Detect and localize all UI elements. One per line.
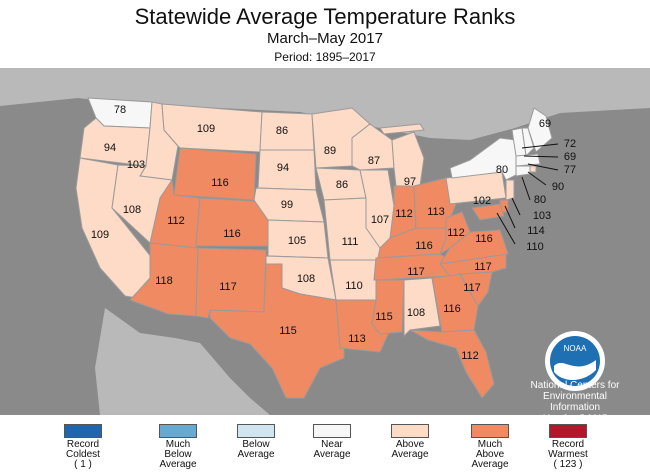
legend-item-record-warmest: Record Warmest ( 123 ): [530, 424, 606, 470]
legend-swatch: [391, 424, 429, 438]
rank-label-nj: 103: [533, 210, 551, 222]
legend-item-much-above: Much Above Average: [452, 424, 528, 470]
rank-label-ar: 110: [345, 280, 363, 292]
map-title: Statewide Average Temperature Ranks: [134, 4, 516, 29]
us-map-svg: 78 94 109 103 108 109 116 112 116 118 117 86 94 99 105…: [0, 68, 650, 415]
rank-label-id: 103: [127, 159, 145, 171]
rank-label-nh: 72: [564, 138, 576, 150]
rank-label-nv: 108: [123, 204, 141, 216]
rank-label-az: 118: [155, 275, 173, 287]
rank-label-mi: 97: [404, 176, 416, 188]
credit-line-2: Environmental: [543, 391, 607, 402]
rank-label-mn: 89: [324, 145, 336, 157]
state-fl: [409, 329, 495, 399]
legend-item-above: Above Average: [372, 424, 448, 460]
rank-label-mt: 109: [197, 123, 215, 135]
state-wy: [173, 147, 257, 201]
rank-label-ks: 105: [288, 235, 306, 247]
rank-label-la: 113: [348, 333, 366, 345]
rank-label-oh: 113: [427, 206, 445, 218]
state-ct: [515, 165, 531, 177]
rank-label-ok: 108: [297, 273, 315, 285]
rank-label-fl: 112: [461, 350, 479, 362]
state-wv: [439, 211, 471, 256]
state-ms: [371, 279, 405, 335]
legend-item-below: Below Average: [218, 424, 294, 460]
rank-label-ca: 109: [91, 229, 109, 241]
rank-label-tx: 115: [279, 325, 297, 337]
legend-swatch: [549, 424, 587, 438]
rank-label-va: 116: [475, 233, 493, 245]
legend-swatch: [64, 424, 102, 438]
rank-label-tn: 117: [407, 266, 425, 278]
rank-label-vt: 69: [564, 151, 576, 163]
rank-label-nm: 117: [219, 281, 237, 293]
rank-label-ky: 116: [415, 240, 433, 252]
rank-label-wa: 78: [114, 104, 126, 116]
legend-swatch: [159, 424, 197, 438]
rank-label-ms: 115: [375, 311, 393, 323]
legend-item-record-coldest: Record Coldest ( 1 ): [45, 424, 121, 470]
state-ma: [515, 153, 541, 167]
rank-label-ma: 77: [564, 164, 576, 176]
credit-line-1: National Centers for: [530, 380, 620, 391]
rank-label-md: 110: [526, 241, 544, 253]
rank-label-ri: 90: [552, 181, 564, 193]
rank-label-ia: 86: [336, 179, 348, 191]
legend-swatch: [237, 424, 275, 438]
rank-label-co: 116: [223, 228, 241, 240]
rank-label-wv: 112: [447, 227, 465, 239]
leader-lines: [496, 143, 559, 245]
rank-label-mo: 111: [342, 236, 359, 248]
legend-label: Much Below Average: [159, 439, 197, 470]
noaa-logo: NOAA: [545, 331, 605, 391]
rank-label-ut: 112: [167, 215, 185, 227]
rank-label-in: 112: [395, 208, 413, 220]
legend-swatch: [313, 424, 351, 438]
legend-label: Record Warmest ( 123 ): [548, 439, 588, 470]
state-me: [527, 107, 553, 153]
legend-item-near: Near Average: [294, 424, 370, 460]
rank-label-me: 69: [539, 118, 551, 130]
legend-label: Much Above Average: [471, 439, 509, 470]
state-md: [471, 203, 505, 221]
legend-swatch: [471, 424, 509, 438]
rank-label-ne: 99: [281, 199, 293, 211]
map-period: Period: 1895–2017: [274, 50, 376, 64]
legend-label: Above Average: [391, 439, 429, 460]
rank-label-ct: 80: [534, 194, 546, 206]
rank-label-pa: 102: [473, 195, 491, 207]
us-map: 78 94 109 103 108 109 116 112 116 118 117 86 94 99 105…: [0, 68, 650, 423]
rank-label-wy: 116: [211, 177, 229, 189]
rank-label-wi: 87: [368, 155, 380, 167]
rank-label-ga: 116: [443, 303, 461, 315]
map-subtitle: March–May 2017: [267, 30, 383, 47]
rank-label-il: 107: [371, 214, 389, 226]
legend-item-much-below: Much Below Average: [140, 424, 216, 470]
rank-label-sd: 94: [277, 162, 289, 174]
state-tx: [209, 263, 345, 399]
state-ri: [529, 165, 537, 173]
rank-label-or: 94: [104, 142, 116, 154]
canada-landmass: [0, 68, 650, 140]
legend-label: Record Coldest ( 1 ): [66, 439, 100, 470]
state-al: [403, 277, 441, 338]
credit-line-3: Information: [549, 402, 601, 413]
rank-label-ny: 80: [496, 164, 508, 176]
rank-label-nd: 86: [276, 125, 288, 137]
svg-text:NOAA: NOAA: [564, 344, 587, 353]
legend: Record Coldest ( 1 ) Much Below Average Be…: [0, 418, 650, 475]
legend-label: Near Average: [313, 439, 351, 460]
rank-label-de: 114: [527, 225, 545, 237]
rank-label-sc: 117: [463, 282, 481, 294]
rank-label-nc: 117: [474, 261, 492, 273]
mexico-landmass: [95, 308, 270, 415]
legend-label: Below Average: [237, 439, 275, 460]
rank-label-al: 108: [407, 307, 425, 319]
state-nj: [505, 179, 515, 201]
